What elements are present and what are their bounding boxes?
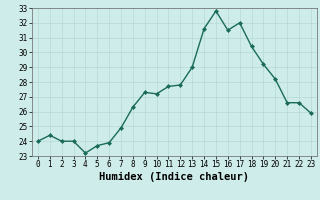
X-axis label: Humidex (Indice chaleur): Humidex (Indice chaleur) [100, 172, 249, 182]
